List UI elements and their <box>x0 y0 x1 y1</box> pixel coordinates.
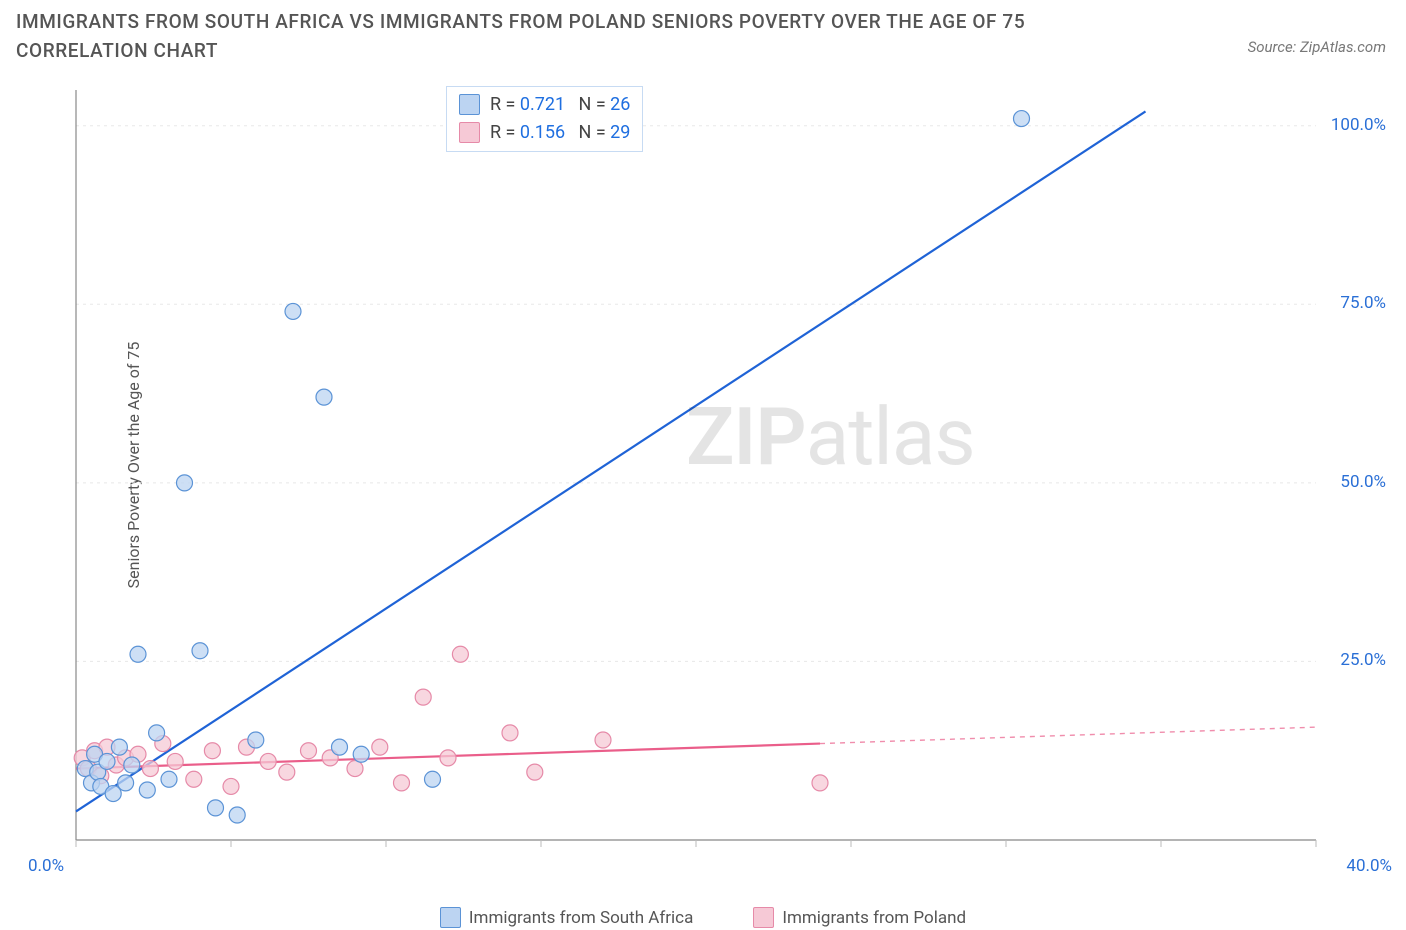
stats-text-pl: R = 0.156 N = 29 <box>490 119 630 147</box>
y-tick-label: 50.0% <box>1340 472 1386 492</box>
legend-item-sa: Immigrants from South Africa <box>440 907 693 928</box>
y-tick-label: 75.0% <box>1340 293 1386 313</box>
source-attribution: Source: ZipAtlas.com <box>1248 38 1386 56</box>
y-tick-label: 100.0% <box>1331 115 1386 135</box>
legend-swatch-sa <box>440 907 461 928</box>
plot-svg <box>66 80 1386 870</box>
legend-label-sa: Immigrants from South Africa <box>469 908 693 928</box>
plot-area: ZIPatlas R = 0.721 N = 26R = 0.156 N = 2… <box>66 80 1386 870</box>
legend-label-pl: Immigrants from Poland <box>782 908 966 928</box>
stats-row-pl: R = 0.156 N = 29 <box>459 119 630 147</box>
stats-swatch-pl <box>459 122 480 143</box>
stats-legend: R = 0.721 N = 26R = 0.156 N = 29 <box>446 86 643 152</box>
stats-row-sa: R = 0.721 N = 26 <box>459 91 630 119</box>
chart-title: IMMIGRANTS FROM SOUTH AFRICA VS IMMIGRAN… <box>16 8 1116 65</box>
x-tick-start: 0.0% <box>28 856 64 876</box>
stats-swatch-sa <box>459 94 480 115</box>
series-legend: Immigrants from South Africa Immigrants … <box>0 907 1406 928</box>
x-tick-end: 40.0% <box>1346 856 1392 876</box>
stats-text-sa: R = 0.721 N = 26 <box>490 91 630 119</box>
legend-swatch-pl <box>753 907 774 928</box>
chart-container: IMMIGRANTS FROM SOUTH AFRICA VS IMMIGRAN… <box>0 0 1406 930</box>
legend-item-pl: Immigrants from Poland <box>753 907 966 928</box>
y-tick-label: 25.0% <box>1340 650 1386 670</box>
